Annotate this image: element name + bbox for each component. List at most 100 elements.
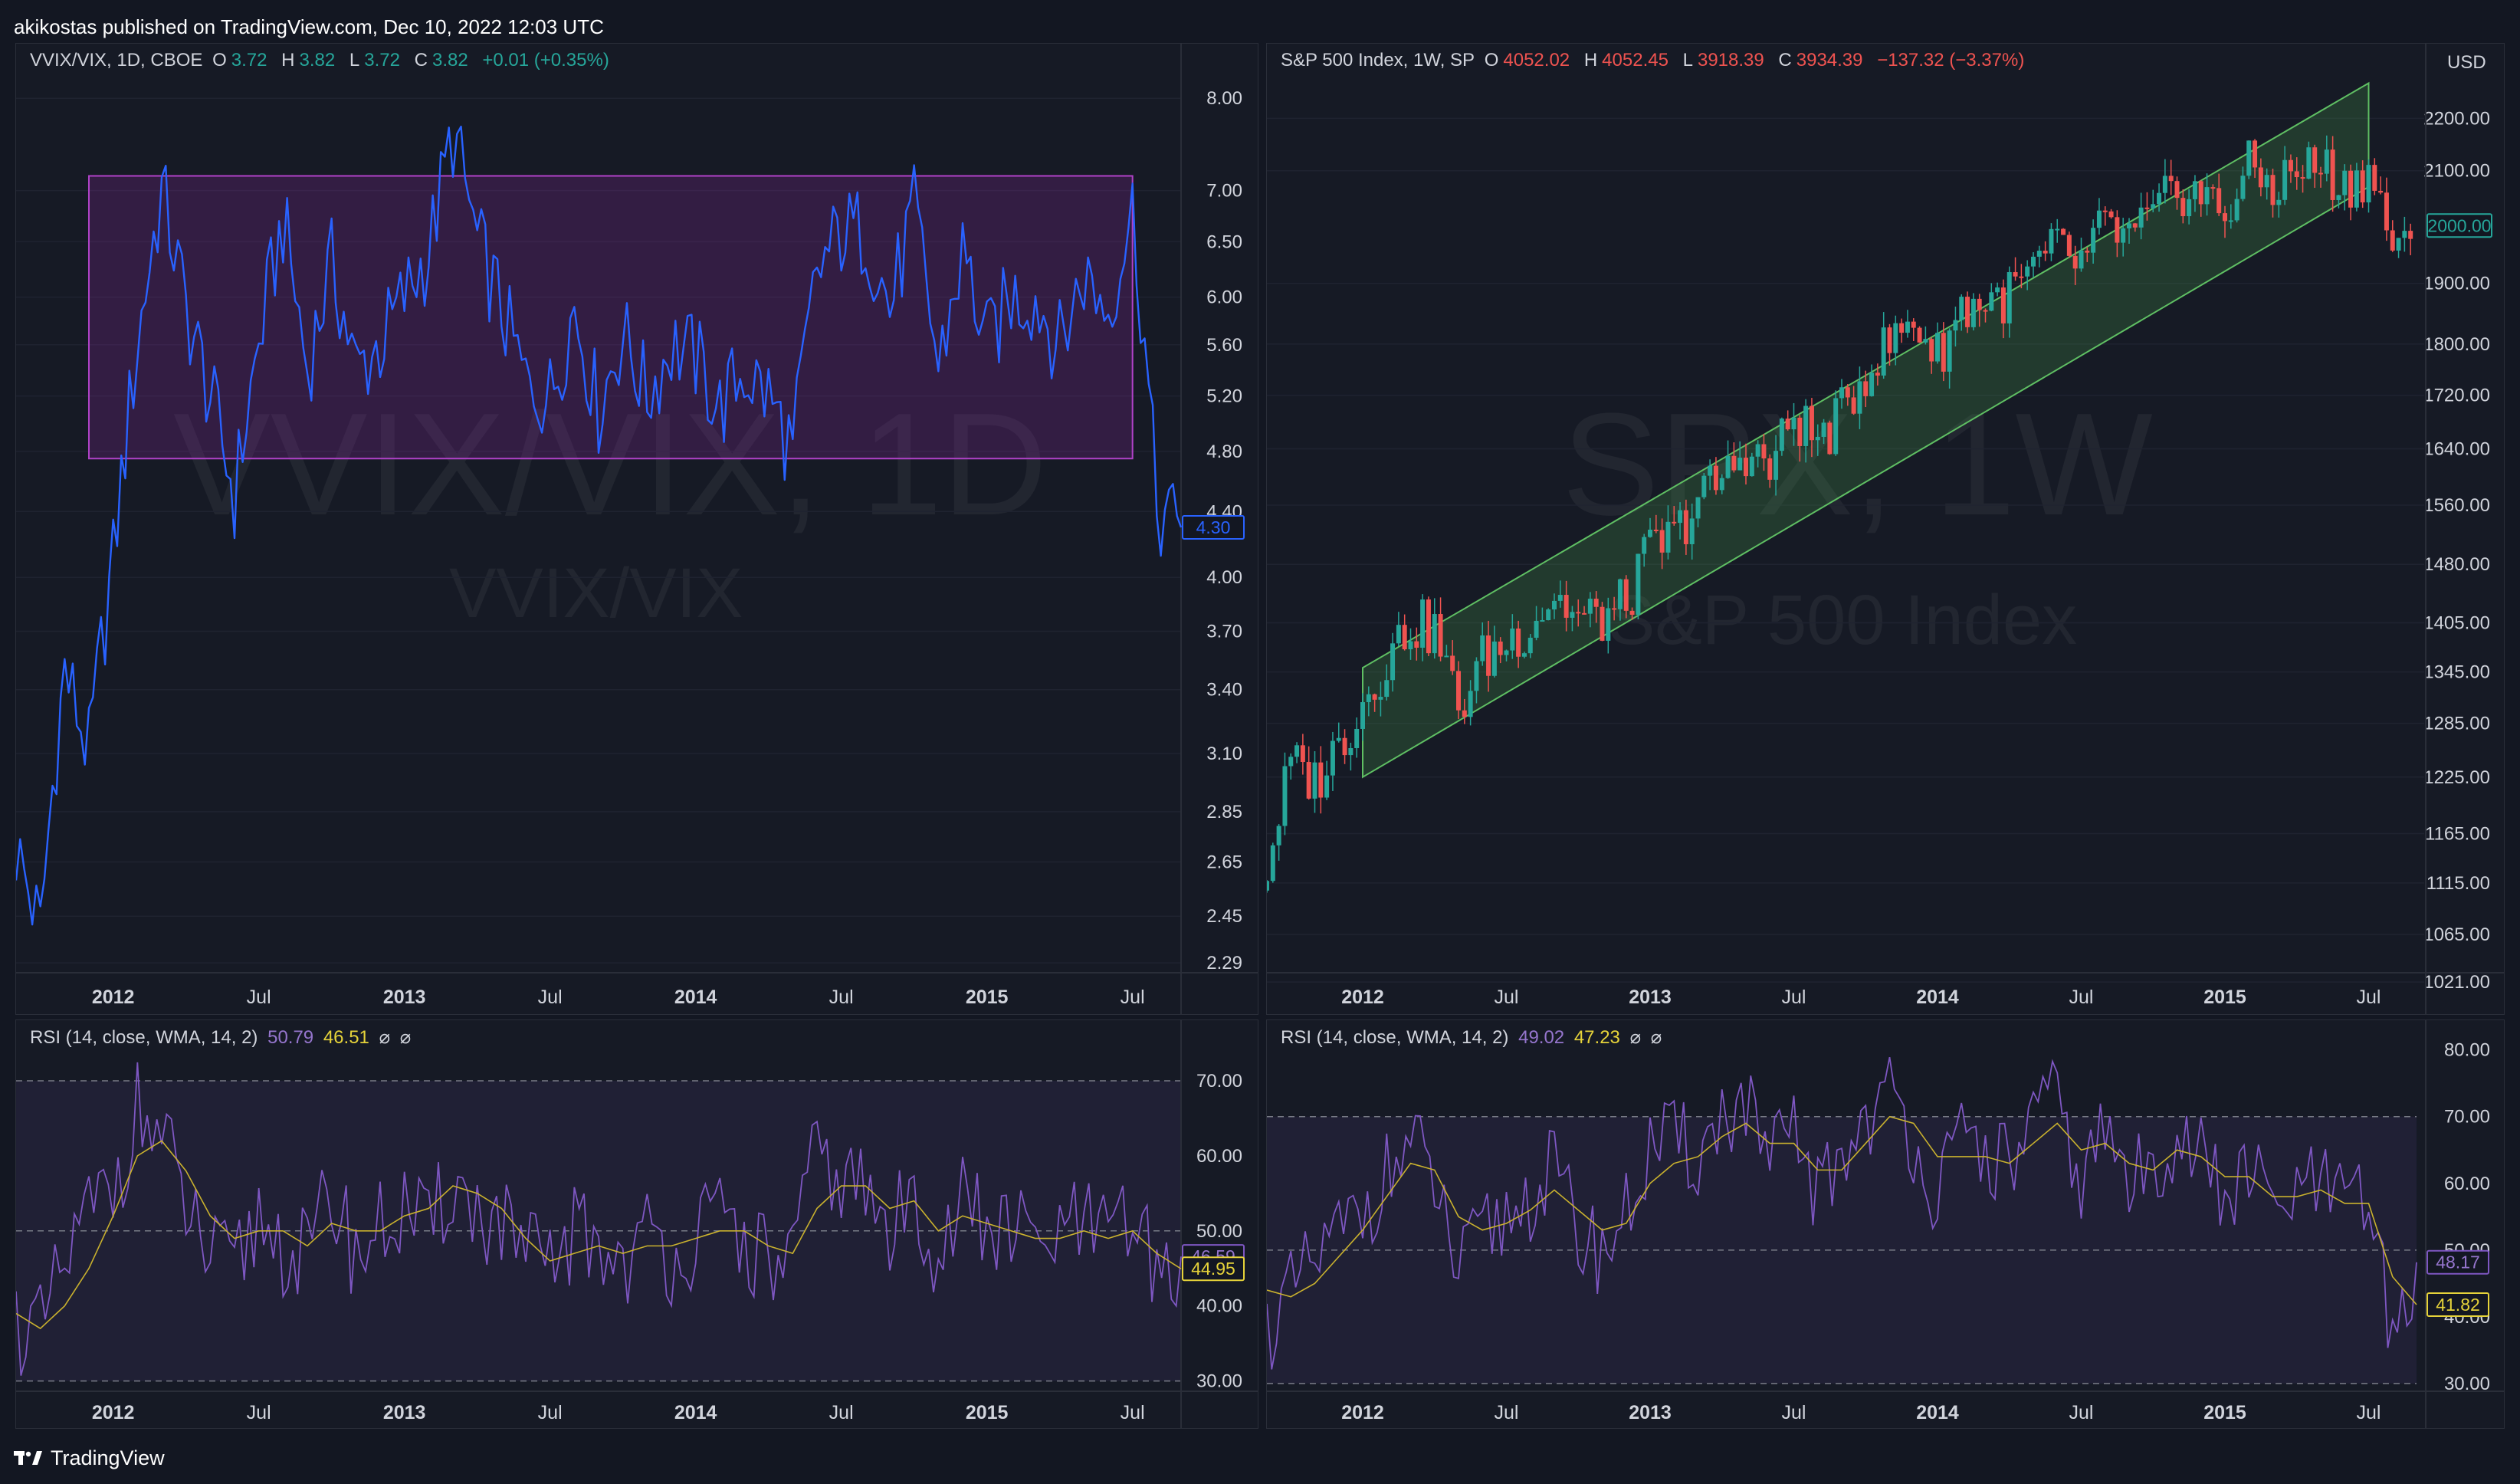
spx-plot[interactable]: 2200.00 2100.00 1900.00 1800.00 1720.00 1640.… [1267,44,2505,1015]
candle-body [1689,518,1695,544]
x-tick-label: Jul [2069,1402,2094,1423]
y-tick-label: 1225.00 [2423,767,2490,788]
candle-body [2198,181,2203,205]
y-tick-label: 3.10 [1206,744,1242,764]
candle-body [1576,612,1581,614]
legend-close: 3.82 [431,50,468,71]
candle-body [1923,339,1928,343]
candle-body [2121,228,2126,243]
vvix-rsi-plot[interactable]: 70.00 60.00 50.00 40.00 30.00 2012 Jul 2013 Jul 2… [16,1020,1258,1429]
candle-body [1881,327,1886,376]
candle-body [2288,159,2293,172]
candle-body [1863,381,1869,396]
candle-body [1444,655,1449,658]
candle-body [1953,320,1958,331]
spx-rsi-plot[interactable]: 80.0070.0060.0050.0040.0030.002012Jul201… [1267,1020,2505,1429]
y-tick-label: 1285.00 [2423,714,2490,734]
candle-body [2187,199,2192,217]
candle-body [2061,228,2066,235]
candle-body [1390,643,1396,681]
legend-change: +0.01 (+0.35%) [482,50,609,71]
candle-body [1282,766,1288,826]
candle-body [1366,694,1371,703]
x-tick-label: 2012 [1341,1402,1384,1423]
candle-body [1456,671,1461,711]
candle-body [2330,149,2335,200]
spx-chart-pane[interactable]: SPX, 1W S&P 500 Index 2200.002100.001900… [1266,43,2505,1015]
candle-body [1396,625,1401,644]
y-tick-label: 2.85 [1206,802,1242,822]
candle-body [2270,175,2276,205]
last-price-badge: 4.30 [1196,517,1231,537]
candle-body [2234,199,2239,221]
candle-body [1582,612,1587,615]
candle-body [1557,595,1563,601]
x-tick-label: Jul [538,987,563,1008]
legend-c-label: C [1778,50,1792,71]
chart-legend: VVIX/VIX, 1D, CBOE O 3.72 H 3.82 L 3.72 C 3.… [30,50,614,71]
y-tick-label: 2.29 [1206,953,1242,973]
candle-body [1731,455,1737,471]
y-tick-label: 6.00 [1206,287,1242,308]
candle-body [1294,745,1300,757]
parallel-channel [1362,81,2370,779]
candle-body [1977,298,1982,310]
candle-body [1719,478,1724,491]
candle-body [1779,419,1784,451]
rsi-value: 49.02 [1518,1027,1565,1048]
spx-rsi-pane[interactable]: 80.0070.0060.0050.0040.0030.002012Jul201… [1266,1019,2505,1429]
y-tick-label: 40.00 [1196,1296,1242,1317]
candle-body [2127,223,2131,228]
vvix-vix-plot[interactable]: 8.007.006.506.005.605.204.804.404.003.70… [16,44,1258,1015]
candle-body [1432,614,1437,654]
tradingview-footer[interactable]: TradingView [14,1443,165,1473]
candle-body [1893,323,1898,353]
candle-body [2174,181,2180,199]
y-tick-label: 60.00 [2444,1174,2490,1194]
candle-body [1744,458,1748,477]
candle-body [2013,272,2018,277]
candle-body [1815,436,1820,441]
candle-body [1995,287,2000,293]
chart-legend: S&P 500 Index, 1W, SP O 4052.02 H 4052.45 … [1281,50,2029,71]
candle-body [2096,210,2102,228]
candle-body [2348,170,2354,208]
candle-body [1821,422,1826,437]
candle-body [2372,165,2377,191]
candle-body [1672,521,1677,524]
candle-body [1623,579,1629,611]
y-tick-label: 1065.00 [2423,924,2490,945]
legend-high: 4052.45 [1602,50,1669,71]
candle-body [1450,655,1455,671]
candle-body [2043,251,2048,254]
x-tick-label: 2012 [1341,987,1384,1008]
y-tick-label: 7.00 [1206,181,1242,202]
candle-body [1839,387,1844,399]
legend-l-label: L [1682,50,1693,71]
null-value-2: ⌀ [399,1027,412,1048]
rsi-wma-line [1267,1115,2417,1305]
candle-body [1665,521,1671,553]
legend-symbol: S&P 500 Index, 1W, SP [1281,50,1475,71]
x-tick-label: 2012 [92,987,135,1008]
x-tick-label: 2014 [674,1402,717,1423]
candle-body [1774,451,1779,480]
candle-body [2408,231,2413,239]
candle-body [1336,737,1341,741]
vvix-rsi-pane[interactable]: 70.00 60.00 50.00 40.00 30.00 2012 Jul 2013 Jul 2… [15,1019,1258,1429]
y-tick-label: 2.45 [1206,906,1242,927]
x-tick-label: 2015 [966,987,1009,1008]
candle-body [1318,762,1324,798]
y-tick-label: 3.40 [1206,680,1242,701]
candle-body [2157,192,2162,205]
candle-body [2031,256,2036,267]
candle-body [1929,339,1934,362]
candle-body [2108,211,2114,218]
candle-body [1636,553,1641,616]
candle-body [1629,610,1635,616]
wma-value: 46.51 [323,1027,369,1048]
vvix-vix-chart-pane[interactable]: VVIX/VIX, 1D VVIX/VIX 8.00 7.00 6.50 6.00 5.… [15,43,1258,1015]
candle-body [1827,422,1833,455]
candle-body [1564,595,1569,618]
candle-body [2378,190,2384,193]
